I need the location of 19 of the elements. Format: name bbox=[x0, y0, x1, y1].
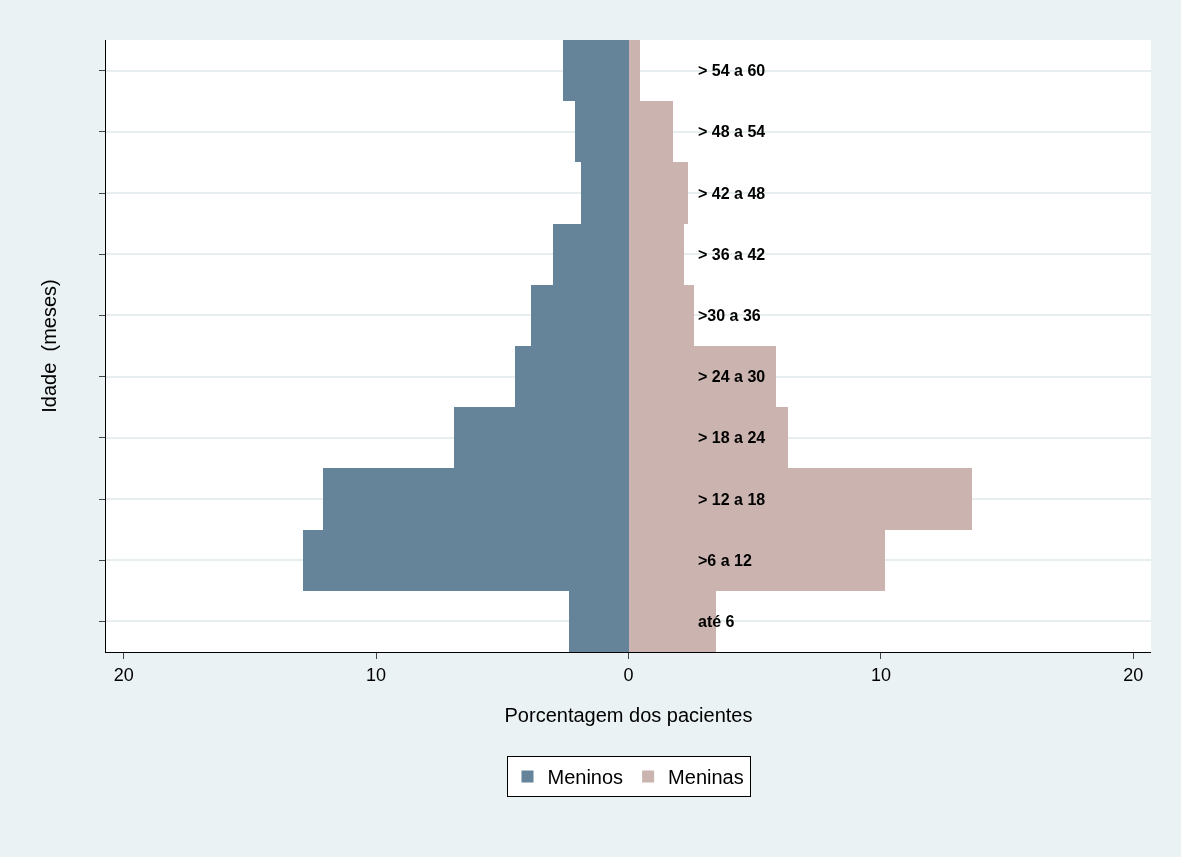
x-tick-label: 0 bbox=[623, 664, 634, 685]
legend-label: Meninas bbox=[668, 766, 744, 789]
x-axis-title: Porcentagem dos pacientes bbox=[504, 704, 753, 726]
y-tick-label: > 18 a 24 bbox=[698, 429, 766, 446]
legend-label: Meninos bbox=[547, 766, 624, 789]
y-axis-title: Idade (meses) bbox=[38, 279, 60, 413]
y-tick-label: >6 a 12 bbox=[698, 552, 752, 569]
y-tick-label: > 48 a 54 bbox=[698, 123, 766, 140]
x-tick-label: 20 bbox=[113, 664, 134, 685]
x-tick-label: 10 bbox=[366, 664, 387, 685]
x-tick-label: 10 bbox=[870, 664, 891, 685]
y-tick-label: > 42 a 48 bbox=[698, 185, 766, 202]
y-tick-label: > 54 a 60 bbox=[698, 62, 766, 79]
x-tick-label: 20 bbox=[1123, 664, 1144, 685]
y-tick-label: > 36 a 42 bbox=[698, 246, 766, 263]
y-tick-label: > 24 a 30 bbox=[698, 368, 766, 385]
y-tick-label: > 12 a 18 bbox=[698, 491, 766, 508]
y-tick-label: >30 a 36 bbox=[698, 307, 761, 324]
y-tick-label: até 6 bbox=[698, 613, 735, 630]
